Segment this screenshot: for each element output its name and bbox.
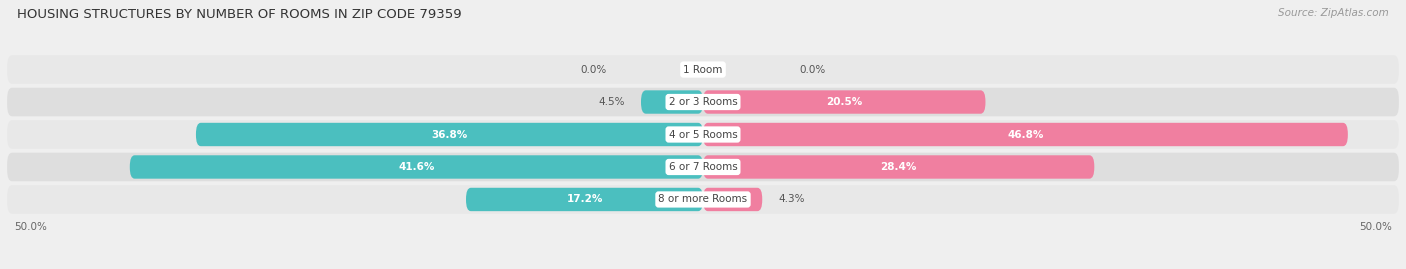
Text: 6 or 7 Rooms: 6 or 7 Rooms (669, 162, 737, 172)
Text: 4.3%: 4.3% (779, 194, 806, 204)
Text: 36.8%: 36.8% (432, 129, 468, 140)
FancyBboxPatch shape (703, 123, 1348, 146)
Text: 2 or 3 Rooms: 2 or 3 Rooms (669, 97, 737, 107)
Text: Source: ZipAtlas.com: Source: ZipAtlas.com (1278, 8, 1389, 18)
Text: 20.5%: 20.5% (827, 97, 862, 107)
Text: 0.0%: 0.0% (800, 65, 825, 75)
Text: 50.0%: 50.0% (14, 222, 46, 232)
FancyBboxPatch shape (703, 90, 986, 114)
Text: 50.0%: 50.0% (1360, 222, 1392, 232)
FancyBboxPatch shape (7, 185, 1399, 214)
FancyBboxPatch shape (129, 155, 703, 179)
FancyBboxPatch shape (7, 55, 1399, 84)
Text: HOUSING STRUCTURES BY NUMBER OF ROOMS IN ZIP CODE 79359: HOUSING STRUCTURES BY NUMBER OF ROOMS IN… (17, 8, 461, 21)
Text: 0.0%: 0.0% (581, 65, 606, 75)
FancyBboxPatch shape (703, 188, 762, 211)
Text: 8 or more Rooms: 8 or more Rooms (658, 194, 748, 204)
Text: 4.5%: 4.5% (598, 97, 624, 107)
Text: 1 Room: 1 Room (683, 65, 723, 75)
Text: 46.8%: 46.8% (1007, 129, 1043, 140)
FancyBboxPatch shape (465, 188, 703, 211)
FancyBboxPatch shape (641, 90, 703, 114)
Text: 4 or 5 Rooms: 4 or 5 Rooms (669, 129, 737, 140)
FancyBboxPatch shape (7, 88, 1399, 116)
FancyBboxPatch shape (195, 123, 703, 146)
Text: 28.4%: 28.4% (880, 162, 917, 172)
FancyBboxPatch shape (7, 153, 1399, 181)
FancyBboxPatch shape (703, 155, 1094, 179)
FancyBboxPatch shape (7, 120, 1399, 149)
Text: 17.2%: 17.2% (567, 194, 603, 204)
Text: 41.6%: 41.6% (398, 162, 434, 172)
